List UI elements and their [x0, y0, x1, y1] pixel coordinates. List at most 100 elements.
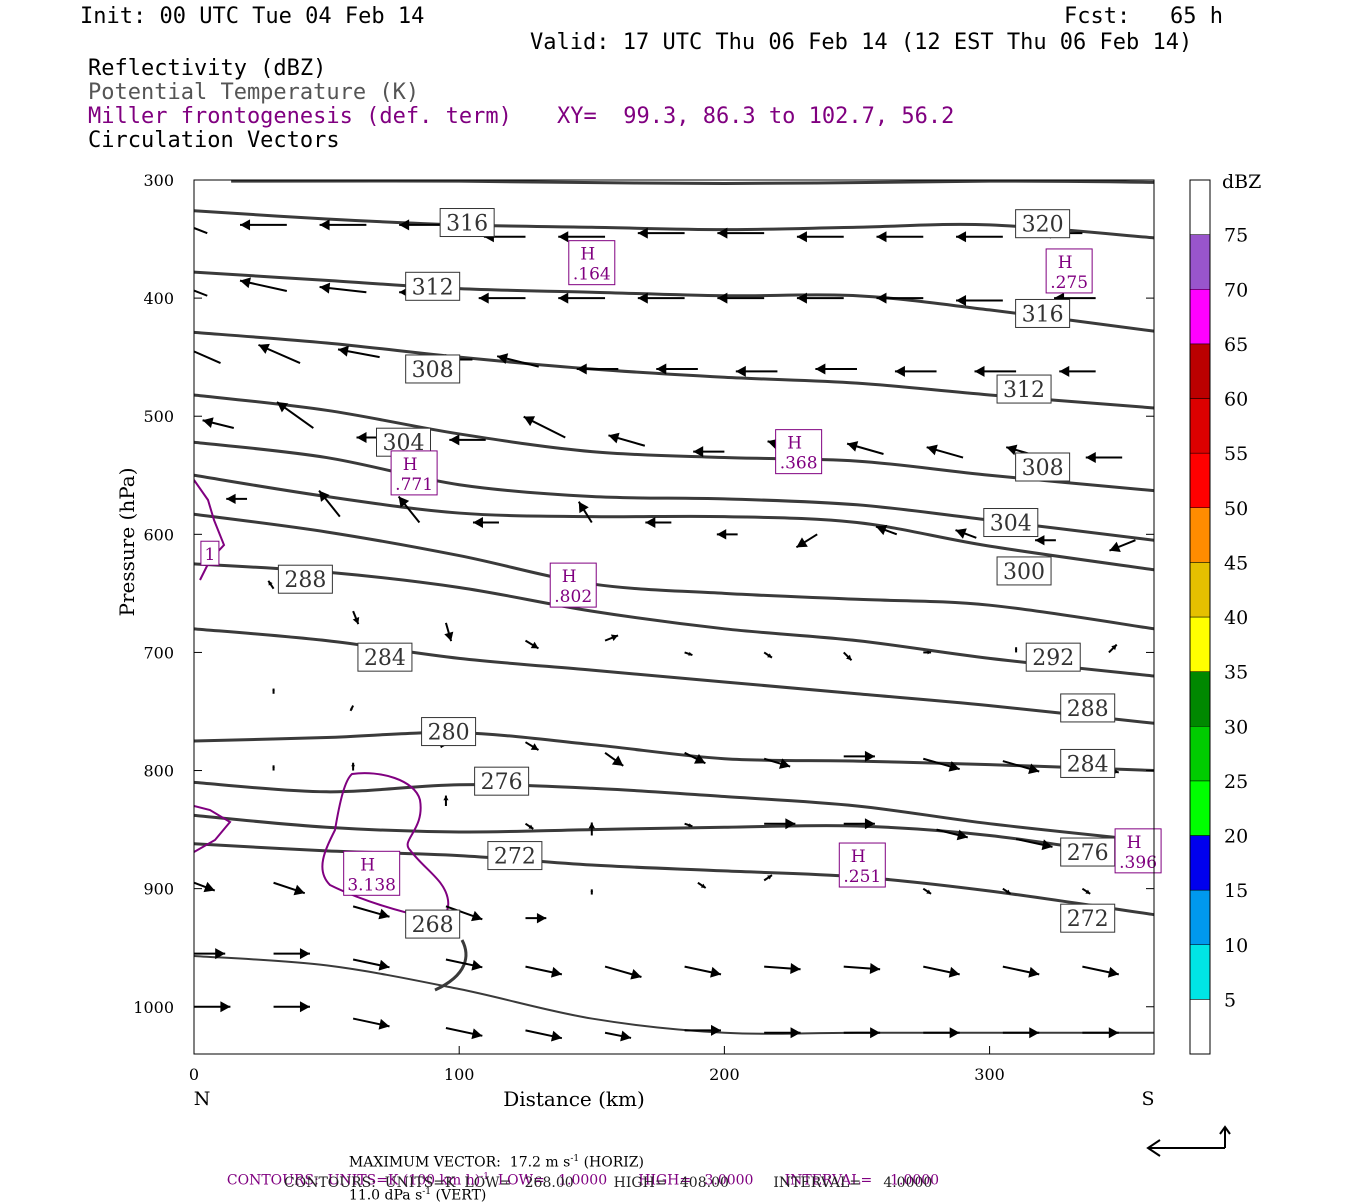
theta-label: 312	[405, 271, 461, 301]
vector-head	[1029, 1027, 1040, 1039]
vector-head	[338, 345, 349, 357]
circulation-vector	[1108, 643, 1118, 654]
vector-head	[1059, 365, 1070, 377]
frontogenesis-contour	[321, 772, 450, 920]
colorbar-segment	[1189, 562, 1211, 618]
field-potential-temperature: Potential Temperature (K)	[88, 80, 420, 105]
circulation-vector	[645, 517, 672, 529]
vector-head	[716, 529, 727, 540]
theta-label-box	[996, 556, 1052, 586]
x-axis-label: Distance (km)	[503, 1087, 645, 1111]
colorbar-segment	[1189, 889, 1211, 945]
vector-head	[272, 688, 275, 691]
frontogenesis-max-value: .771	[395, 475, 433, 495]
vector-head	[558, 231, 569, 243]
theta-label-box	[1015, 298, 1071, 328]
circulation-vector	[194, 226, 208, 235]
circulation-vector	[764, 1027, 801, 1039]
vector-head	[351, 762, 356, 767]
frontogenesis-max-value: 3.138	[347, 875, 396, 895]
vert-label: (VERT)	[435, 1187, 487, 1203]
frontogenesis-max-label: H.368	[775, 429, 823, 475]
circulation-vector	[923, 1027, 960, 1039]
vector-head	[179, 344, 190, 354]
colorbar-tick-label: 75	[1224, 225, 1248, 247]
circulation-vector	[273, 948, 310, 960]
theta-label: 284	[1060, 748, 1116, 778]
field-reflectivity: Reflectivity (dBZ)	[88, 56, 327, 81]
vector-head	[717, 292, 728, 304]
vector-head	[576, 363, 587, 375]
vector-head	[530, 641, 539, 649]
frontogenesis-max-letter: H	[851, 847, 866, 867]
vector-head	[471, 1028, 483, 1040]
circulation-vector	[684, 965, 722, 978]
theta-label: 276	[1060, 837, 1116, 867]
vector-head	[536, 913, 547, 924]
circulation-vector	[764, 818, 796, 830]
max-vector-horiz: MAXIMUM VECTOR: 17.2 m s	[348, 1154, 571, 1171]
vector-head	[717, 227, 728, 239]
frontogenesis-max-letter: H	[562, 567, 577, 587]
frontogenesis-max-letter: H	[787, 434, 802, 454]
frontogenesis-contour-box	[200, 540, 220, 566]
circulation-vector	[558, 231, 606, 243]
colorbar-segment	[1189, 179, 1211, 235]
circulation-vector	[637, 292, 685, 304]
vector-head	[558, 292, 569, 304]
theta-label-box	[405, 271, 461, 301]
circulation-vector	[194, 948, 226, 960]
circulation-vector	[684, 822, 693, 828]
theta-label: 320	[1015, 209, 1071, 239]
frontogenesis-max-label: H3.138	[343, 850, 401, 896]
theta-label-box	[983, 508, 1039, 538]
y-tick-label: 600	[143, 525, 174, 544]
x-tick-label: 100	[444, 1065, 475, 1084]
vector-head	[449, 434, 460, 446]
theta-label-text: 284	[1067, 752, 1109, 777]
circulation-vector	[923, 965, 960, 978]
frontogenesis-max-value: .802	[554, 587, 592, 607]
circulation-vector	[524, 741, 540, 751]
vector-head	[846, 654, 852, 661]
theta-label: 304	[983, 508, 1039, 538]
unit-exponent: -1	[422, 1186, 432, 1197]
theta-contour-308	[194, 393, 1154, 493]
circulation-vector	[202, 417, 235, 429]
vector-head	[240, 219, 251, 231]
vector-head	[927, 650, 932, 655]
frontogenesis-max-label: H.771	[390, 450, 438, 496]
theta-label-box	[474, 766, 530, 796]
frontogenesis-max-box	[343, 850, 401, 896]
circulation-vector	[875, 524, 898, 536]
circulation-vector	[796, 231, 844, 243]
theta-label-text: 276	[1067, 841, 1109, 866]
colorbar-segment	[1189, 507, 1211, 563]
colorbar-tick-label: 20	[1224, 826, 1248, 848]
forecast-hour: Fcst: 65 h	[1064, 4, 1223, 29]
vector-head	[1108, 1027, 1119, 1039]
vector-head	[894, 365, 905, 377]
circulation-vector	[445, 905, 483, 922]
colorbar-tick-label: 15	[1224, 880, 1248, 902]
theta-label-text: 268	[412, 913, 454, 938]
theta-contours	[194, 180, 1154, 1035]
vector-head	[815, 363, 826, 375]
x-tick-label: 300	[974, 1065, 1005, 1084]
colorbar-segment	[1189, 289, 1211, 345]
circulation-vector	[1109, 539, 1136, 553]
fg-contour-units: CONTOURS: UNITS=K (100 km h)	[226, 1172, 481, 1189]
vector-head	[956, 231, 967, 243]
vector-head	[1028, 966, 1040, 978]
colorbar-tick-label: 30	[1224, 716, 1248, 738]
circulation-vector	[239, 277, 288, 292]
circulation-vector	[443, 795, 449, 806]
vector-head	[1006, 444, 1018, 456]
frontogenesis-max-letter: H	[580, 245, 595, 265]
colorbar-frame	[1189, 179, 1211, 1055]
vector-head	[272, 765, 275, 768]
circulation-vector	[318, 489, 341, 518]
theta-label-box	[277, 564, 333, 594]
theta-label-box	[1060, 903, 1116, 933]
circulation-vector	[524, 822, 534, 830]
